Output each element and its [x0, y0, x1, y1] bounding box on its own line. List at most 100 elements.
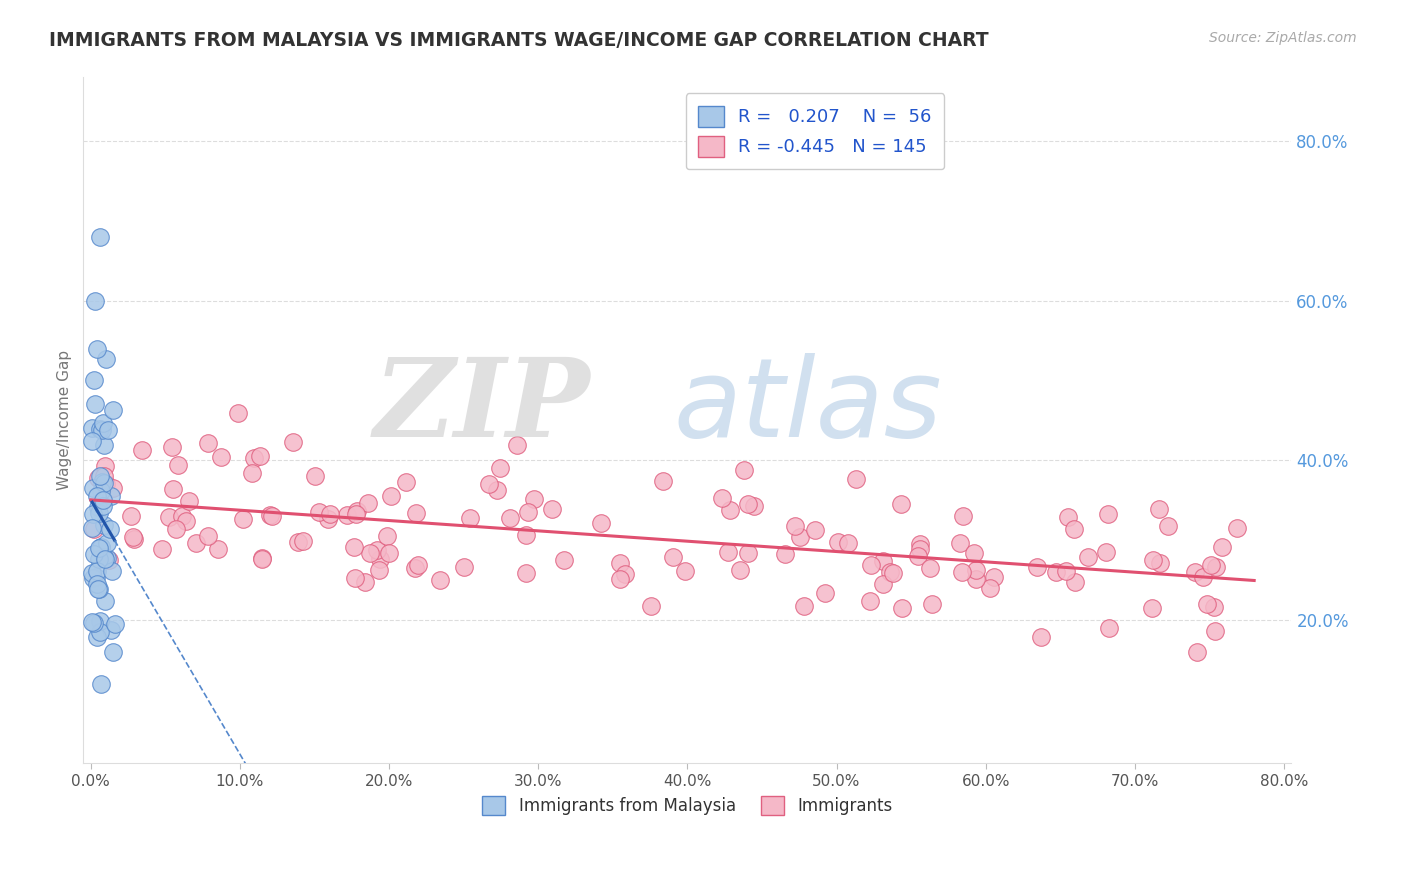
Point	[83, 616, 105, 631]
Point	[872, 554, 894, 568]
Point	[488, 460, 510, 475]
Point	[97, 423, 120, 437]
Point	[359, 546, 381, 560]
Point	[366, 542, 388, 557]
Point	[82, 566, 104, 580]
Point	[1098, 621, 1121, 635]
Point	[357, 495, 380, 509]
Point	[614, 566, 637, 581]
Point	[515, 528, 537, 542]
Point	[250, 551, 273, 566]
Point	[90, 423, 112, 437]
Point	[98, 522, 121, 536]
Point	[87, 471, 110, 485]
Point	[100, 564, 122, 578]
Point	[872, 576, 894, 591]
Point	[737, 497, 759, 511]
Y-axis label: Wage/Income Gap: Wage/Income Gap	[58, 351, 72, 491]
Point	[1097, 508, 1119, 522]
Point	[516, 505, 538, 519]
Point	[98, 553, 121, 567]
Point	[90, 677, 112, 691]
Point	[486, 483, 509, 497]
Point	[1057, 510, 1080, 524]
Point	[773, 547, 796, 561]
Point	[93, 476, 115, 491]
Point	[920, 560, 942, 574]
Point	[308, 505, 330, 519]
Point	[249, 449, 271, 463]
Point	[367, 563, 389, 577]
Point	[304, 468, 326, 483]
Point	[952, 509, 974, 524]
Point	[82, 421, 104, 435]
Point	[101, 481, 124, 495]
Point	[346, 504, 368, 518]
Point	[131, 443, 153, 458]
Point	[82, 570, 104, 584]
Point	[406, 558, 429, 572]
Point	[89, 615, 111, 629]
Point	[259, 508, 281, 522]
Point	[378, 546, 401, 560]
Point	[100, 489, 122, 503]
Point	[103, 645, 125, 659]
Point	[281, 434, 304, 449]
Point	[737, 546, 759, 560]
Point	[963, 546, 986, 560]
Point	[711, 491, 734, 505]
Point	[260, 508, 283, 523]
Point	[94, 477, 117, 491]
Point	[1063, 522, 1085, 536]
Point	[1184, 565, 1206, 579]
Point	[1142, 600, 1164, 615]
Point	[82, 508, 104, 522]
Point	[89, 469, 111, 483]
Point	[316, 512, 339, 526]
Point	[83, 547, 105, 561]
Point	[93, 499, 115, 513]
Point	[240, 467, 263, 481]
Point	[453, 560, 475, 574]
Point	[404, 561, 426, 575]
Point	[93, 518, 115, 533]
Point	[90, 483, 112, 498]
Point	[882, 566, 904, 581]
Point	[243, 451, 266, 466]
Point	[291, 533, 314, 548]
Point	[728, 563, 751, 577]
Point	[429, 573, 451, 587]
Point	[343, 571, 366, 585]
Point	[209, 450, 232, 464]
Point	[104, 617, 127, 632]
Point	[90, 540, 112, 554]
Point	[1064, 575, 1087, 590]
Point	[90, 541, 112, 555]
Point	[523, 492, 546, 507]
Point	[174, 514, 197, 528]
Point	[541, 501, 564, 516]
Point	[353, 575, 375, 590]
Point	[1031, 630, 1053, 644]
Point	[1226, 521, 1249, 535]
Point	[160, 440, 183, 454]
Point	[186, 536, 208, 550]
Point	[609, 556, 631, 570]
Point	[827, 535, 849, 549]
Point	[498, 510, 520, 524]
Point	[101, 403, 124, 417]
Point	[94, 593, 117, 607]
Point	[120, 508, 142, 523]
Point	[380, 489, 402, 503]
Point	[891, 601, 914, 615]
Point	[232, 512, 254, 526]
Point	[733, 463, 755, 477]
Point	[965, 572, 987, 586]
Point	[96, 550, 118, 565]
Point	[157, 509, 180, 524]
Point	[93, 549, 115, 564]
Point	[1077, 549, 1099, 564]
Point	[673, 564, 696, 578]
Point	[86, 569, 108, 583]
Point	[82, 434, 104, 448]
